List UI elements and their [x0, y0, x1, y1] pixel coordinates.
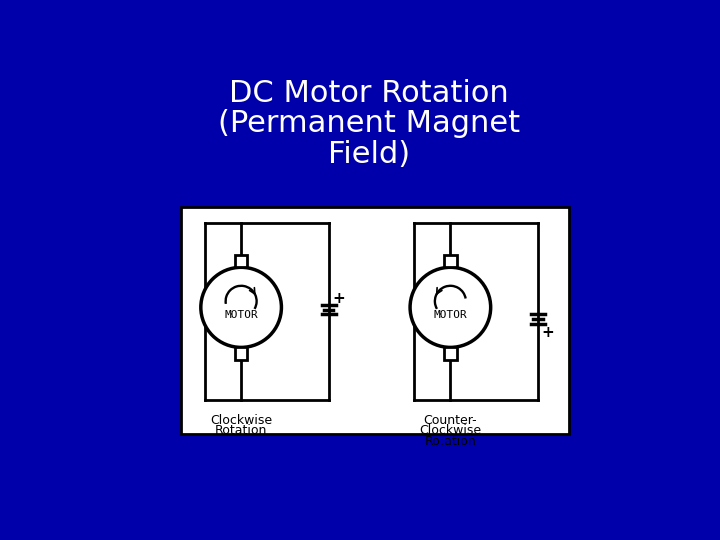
Bar	[444, 255, 456, 267]
Bar	[444, 347, 456, 360]
Text: Ro:ation: Ro:ation	[425, 435, 476, 448]
Text: Field): Field)	[328, 140, 410, 169]
Text: DC Motor Rotation: DC Motor Rotation	[229, 79, 509, 107]
Text: MOTOR: MOTOR	[433, 310, 467, 320]
Text: (Permanent Magnet: (Permanent Magnet	[218, 110, 520, 138]
Text: MOTOR: MOTOR	[224, 310, 258, 320]
Text: Rotation: Rotation	[215, 424, 267, 437]
Circle shape	[201, 267, 282, 347]
Text: Clockwise: Clockwise	[210, 414, 272, 427]
Text: +: +	[333, 292, 345, 306]
Bar	[181, 207, 569, 434]
Text: Counter-: Counter-	[423, 414, 477, 427]
Bar	[235, 255, 248, 267]
Text: +: +	[541, 325, 554, 340]
Text: Clockwise: Clockwise	[419, 424, 482, 437]
Bar	[235, 347, 248, 360]
Circle shape	[410, 267, 490, 347]
